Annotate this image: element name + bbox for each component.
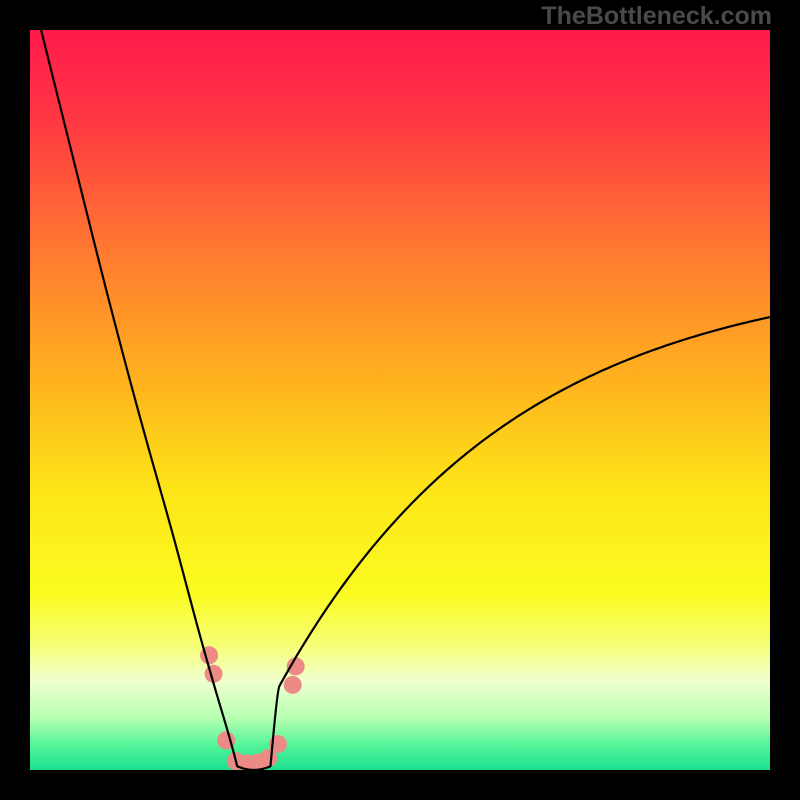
marker-dot (284, 676, 302, 694)
plot-area (30, 30, 770, 770)
watermark-text: TheBottleneck.com (541, 2, 772, 31)
chart-background (30, 30, 770, 770)
chart-svg (30, 30, 770, 770)
